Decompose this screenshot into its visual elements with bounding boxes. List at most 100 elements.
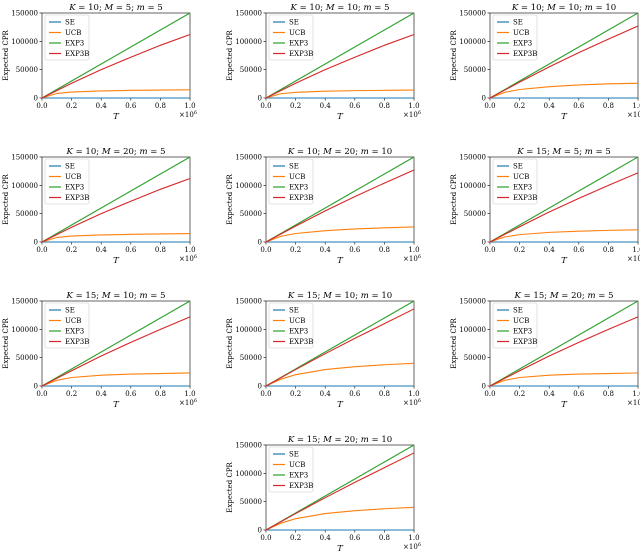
- y-tick-label: 50000: [240, 354, 262, 362]
- legend-label: EXP3: [513, 328, 532, 336]
- subplot-title: K = 10; M = 20; m = 10: [287, 147, 392, 157]
- y-tick-label: 50000: [464, 210, 486, 218]
- x-offset-label: ×106: [403, 398, 421, 407]
- x-axis-label: T: [337, 544, 344, 553]
- y-tick-label: 100000: [235, 182, 262, 190]
- legend-label: EXP3: [65, 328, 84, 336]
- y-tick-label: 50000: [16, 66, 38, 74]
- x-tick-label: 0.0: [484, 246, 495, 254]
- x-tick-label: 1.0: [408, 390, 419, 398]
- legend-label: SE: [65, 163, 75, 171]
- x-tick-label: 0.4: [320, 246, 332, 254]
- series-line-exp3b: [41, 34, 191, 99]
- y-axis-label: Expected CPR: [450, 173, 458, 224]
- x-tick-label: 0.4: [96, 246, 108, 254]
- legend-label: EXP3B: [513, 338, 537, 346]
- x-offset-label: ×106: [627, 398, 640, 407]
- x-tick-label: 0.4: [96, 102, 108, 110]
- legend-label: SE: [513, 163, 523, 171]
- subplot-title: K = 15; M = 20; m = 10: [287, 435, 392, 445]
- x-axis-label: T: [561, 400, 568, 410]
- x-tick-label: 1.0: [408, 246, 419, 254]
- x-tick-label: 0.6: [573, 390, 585, 398]
- x-tick-label: 0.2: [66, 390, 77, 398]
- legend-label: UCB: [65, 317, 81, 325]
- y-tick-label: 50000: [16, 354, 38, 362]
- x-tick-label: 1.0: [184, 102, 195, 110]
- subplot-title: K = 15; M = 20; m = 5: [514, 291, 614, 301]
- series-line-ucb: [41, 89, 191, 99]
- legend-box: [492, 14, 538, 61]
- y-axis-label: Expected CPR: [2, 29, 10, 80]
- x-tick-label: 0.0: [260, 102, 271, 110]
- legend-label: EXP3: [513, 184, 532, 192]
- series-line-exp3b: [41, 178, 191, 243]
- y-tick-label: 150000: [235, 10, 262, 18]
- y-tick-label: 100000: [459, 38, 486, 46]
- series-line-exp3b: [489, 172, 639, 243]
- subplot-3: K = 10; M = 10; m = 10 0.0 0.2 0.4 0.6 0.8 1. 0…: [450, 3, 640, 122]
- x-tick-label: 0.8: [603, 246, 614, 254]
- y-tick-label: 150000: [459, 298, 486, 306]
- y-tick-label: 100000: [459, 326, 486, 334]
- x-offset-label: ×106: [179, 110, 197, 119]
- x-tick-label: 0.2: [290, 390, 301, 398]
- x-tick-label: 0.0: [260, 534, 271, 542]
- legend-box: [44, 158, 90, 205]
- y-tick-label: 100000: [11, 182, 38, 190]
- y-tick-label: 100000: [459, 182, 486, 190]
- legend-label: EXP3B: [513, 50, 537, 58]
- legend-box: [492, 158, 538, 205]
- legend: SE UCB EXP3 EXP3B: [268, 446, 313, 493]
- legend-label: EXP3: [65, 40, 84, 48]
- series-line-exp3: [41, 300, 191, 387]
- x-tick-label: 0.2: [66, 246, 77, 254]
- legend: SE UCB EXP3 EXP3B: [492, 158, 538, 205]
- x-tick-label: 0.8: [155, 246, 166, 254]
- subplot-title: K = 10; M = 10; m = 5: [290, 3, 390, 13]
- x-tick-label: 0.6: [573, 102, 585, 110]
- x-tick-label: 0.6: [349, 102, 361, 110]
- series-line-ucb: [41, 372, 191, 387]
- x-tick-label: 0.8: [379, 390, 390, 398]
- x-tick-label: 0.0: [260, 246, 271, 254]
- x-tick-label: 0.0: [484, 390, 495, 398]
- x-tick-label: 0.2: [514, 390, 525, 398]
- x-tick-label: 0.2: [290, 534, 301, 542]
- x-tick-label: 1.0: [408, 102, 419, 110]
- subplot-10: K = 15; M = 20; m = 10 0.0 0.2 0.4 0.6 0.8 1.0…: [226, 435, 421, 553]
- y-tick-label: 0: [482, 95, 486, 103]
- x-tick-label: 0.4: [544, 390, 556, 398]
- legend-label: SE: [513, 307, 523, 315]
- x-tick-label: 0.8: [379, 246, 390, 254]
- x-tick-label: 0.0: [260, 390, 271, 398]
- y-tick-label: 0: [258, 527, 262, 535]
- series-line-exp3: [265, 156, 415, 243]
- series-line-ucb: [265, 362, 415, 387]
- y-tick-label: 0: [34, 383, 38, 391]
- series-line-exp3b: [489, 25, 639, 99]
- legend-label: UCB: [65, 29, 81, 37]
- y-tick-label: 150000: [11, 298, 38, 306]
- y-axis-label: Expected CPR: [450, 29, 458, 80]
- x-tick-label: 0.8: [603, 102, 614, 110]
- y-tick-label: 50000: [464, 66, 486, 74]
- legend-label: EXP3: [289, 40, 308, 48]
- y-tick-label: 0: [258, 383, 262, 391]
- legend: SE UCB EXP3 EXP3B: [44, 158, 90, 205]
- x-tick-label: 1.0: [408, 534, 419, 542]
- legend-label: UCB: [289, 173, 305, 181]
- x-tick-label: 0.6: [349, 246, 361, 254]
- series-line-exp3: [489, 300, 639, 387]
- legend-label: SE: [289, 19, 299, 27]
- x-tick-label: 0.6: [349, 390, 361, 398]
- x-tick-label: 0.2: [514, 102, 525, 110]
- legend: SE UCB EXP3 EXP3B: [44, 302, 90, 349]
- legend-label: EXP3B: [65, 338, 89, 346]
- legend-label: EXP3B: [289, 50, 313, 58]
- legend: SE UCB EXP3 EXP3B: [492, 302, 537, 349]
- legend-label: EXP3: [289, 328, 308, 336]
- legend-label: UCB: [289, 317, 305, 325]
- legend-box: [44, 302, 90, 349]
- legend-label: EXP3B: [289, 482, 313, 490]
